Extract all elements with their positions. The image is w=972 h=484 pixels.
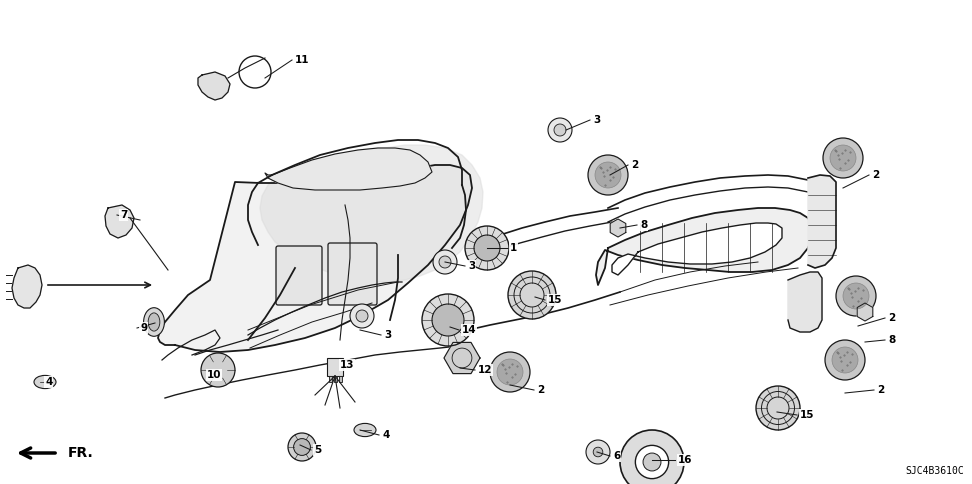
Polygon shape (12, 265, 42, 308)
Circle shape (636, 445, 669, 479)
Text: 2: 2 (877, 385, 885, 395)
Circle shape (620, 430, 684, 484)
Circle shape (508, 271, 556, 319)
Circle shape (465, 226, 509, 270)
Circle shape (588, 155, 628, 195)
Text: FR.: FR. (68, 446, 93, 460)
Polygon shape (808, 175, 836, 268)
Circle shape (832, 347, 858, 373)
Circle shape (490, 352, 530, 392)
Polygon shape (105, 205, 134, 238)
Text: 5: 5 (314, 445, 322, 455)
Text: 16: 16 (678, 455, 692, 465)
Circle shape (201, 353, 235, 387)
Text: 3: 3 (384, 330, 392, 340)
Text: 2: 2 (888, 313, 895, 323)
Ellipse shape (34, 376, 56, 389)
Text: 13: 13 (340, 360, 355, 370)
FancyBboxPatch shape (328, 243, 377, 305)
Text: 8: 8 (640, 220, 647, 230)
Circle shape (422, 294, 474, 346)
Ellipse shape (144, 308, 164, 336)
Circle shape (474, 235, 500, 261)
Circle shape (643, 453, 661, 471)
Text: 11: 11 (295, 55, 309, 65)
Text: 4: 4 (382, 430, 390, 440)
Text: 4: 4 (45, 377, 52, 387)
Bar (327, 358, 343, 376)
Polygon shape (265, 148, 432, 190)
Circle shape (356, 310, 368, 322)
Text: 10: 10 (207, 370, 222, 380)
Ellipse shape (354, 424, 376, 437)
Circle shape (586, 440, 610, 464)
Polygon shape (612, 223, 782, 275)
Polygon shape (596, 208, 812, 285)
Circle shape (548, 118, 572, 142)
Text: 2: 2 (537, 385, 544, 395)
Text: 3: 3 (593, 115, 601, 125)
Circle shape (836, 276, 876, 316)
Polygon shape (198, 72, 230, 100)
Circle shape (593, 447, 603, 457)
Circle shape (830, 145, 856, 171)
Circle shape (432, 304, 464, 336)
Polygon shape (857, 303, 873, 321)
Bar (333, 376, 336, 382)
Circle shape (554, 124, 566, 136)
Polygon shape (260, 145, 483, 282)
Circle shape (756, 386, 800, 430)
Bar (338, 376, 341, 382)
Circle shape (350, 304, 374, 328)
Polygon shape (610, 219, 626, 237)
FancyBboxPatch shape (276, 246, 322, 305)
Circle shape (595, 162, 621, 188)
Circle shape (497, 359, 523, 385)
Text: 8: 8 (888, 335, 895, 345)
Circle shape (294, 439, 310, 455)
Text: SJC4B3610C: SJC4B3610C (905, 466, 964, 476)
Text: 15: 15 (548, 295, 563, 305)
Circle shape (843, 283, 869, 309)
Text: 14: 14 (462, 325, 476, 335)
Text: 7: 7 (120, 210, 127, 220)
Polygon shape (788, 272, 822, 332)
Text: 1: 1 (510, 243, 517, 253)
Text: 9: 9 (140, 323, 147, 333)
Circle shape (823, 138, 863, 178)
Circle shape (288, 433, 316, 461)
Text: 3: 3 (468, 261, 475, 271)
Text: 12: 12 (478, 365, 493, 375)
Polygon shape (158, 165, 472, 352)
Polygon shape (444, 342, 480, 374)
Circle shape (439, 256, 451, 268)
Bar (329, 376, 331, 382)
Text: 6: 6 (613, 451, 620, 461)
Circle shape (433, 250, 457, 274)
Ellipse shape (148, 313, 159, 331)
Text: 15: 15 (800, 410, 815, 420)
Text: 2: 2 (872, 170, 880, 180)
Text: 2: 2 (631, 160, 639, 170)
Circle shape (825, 340, 865, 380)
